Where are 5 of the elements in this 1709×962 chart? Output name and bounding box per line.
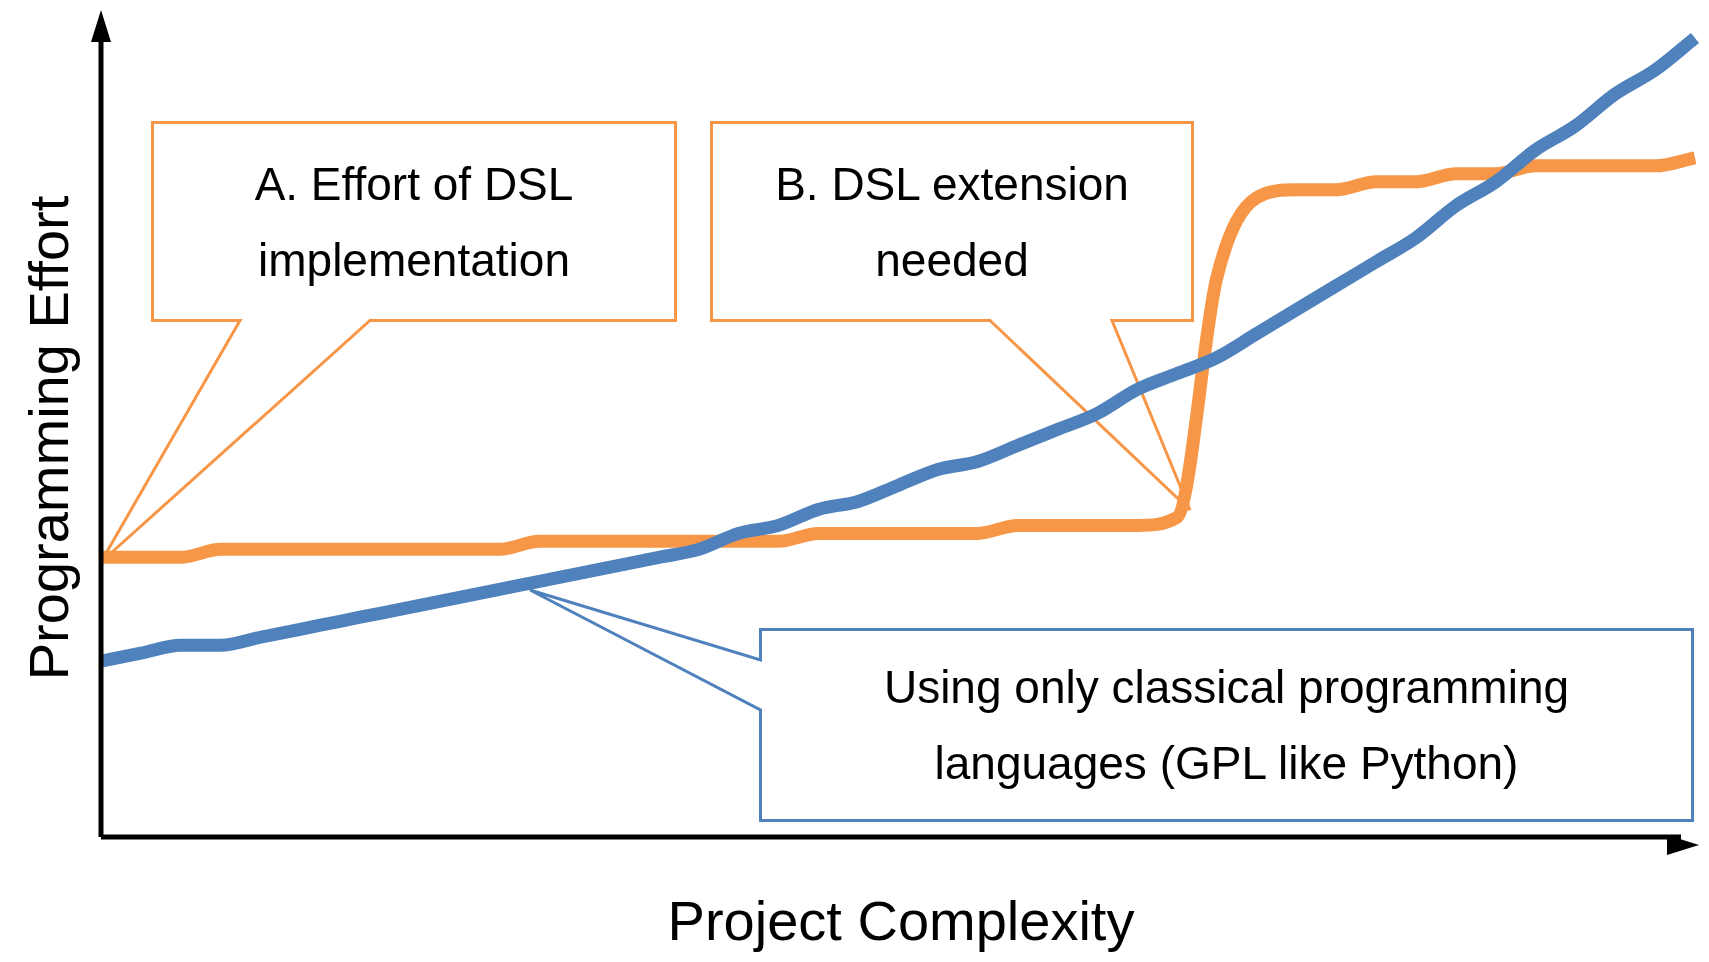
annotation: A. Effort of DSL implementation [253, 156, 575, 288]
annotation: B. DSL extension needed [774, 156, 1130, 288]
annotation: Using only classical programming languages (GPL like Python) [882, 660, 1571, 791]
x-axis-title: Project Complexity [666, 888, 1136, 953]
y-axis-title: Programming Effort [15, 195, 81, 681]
